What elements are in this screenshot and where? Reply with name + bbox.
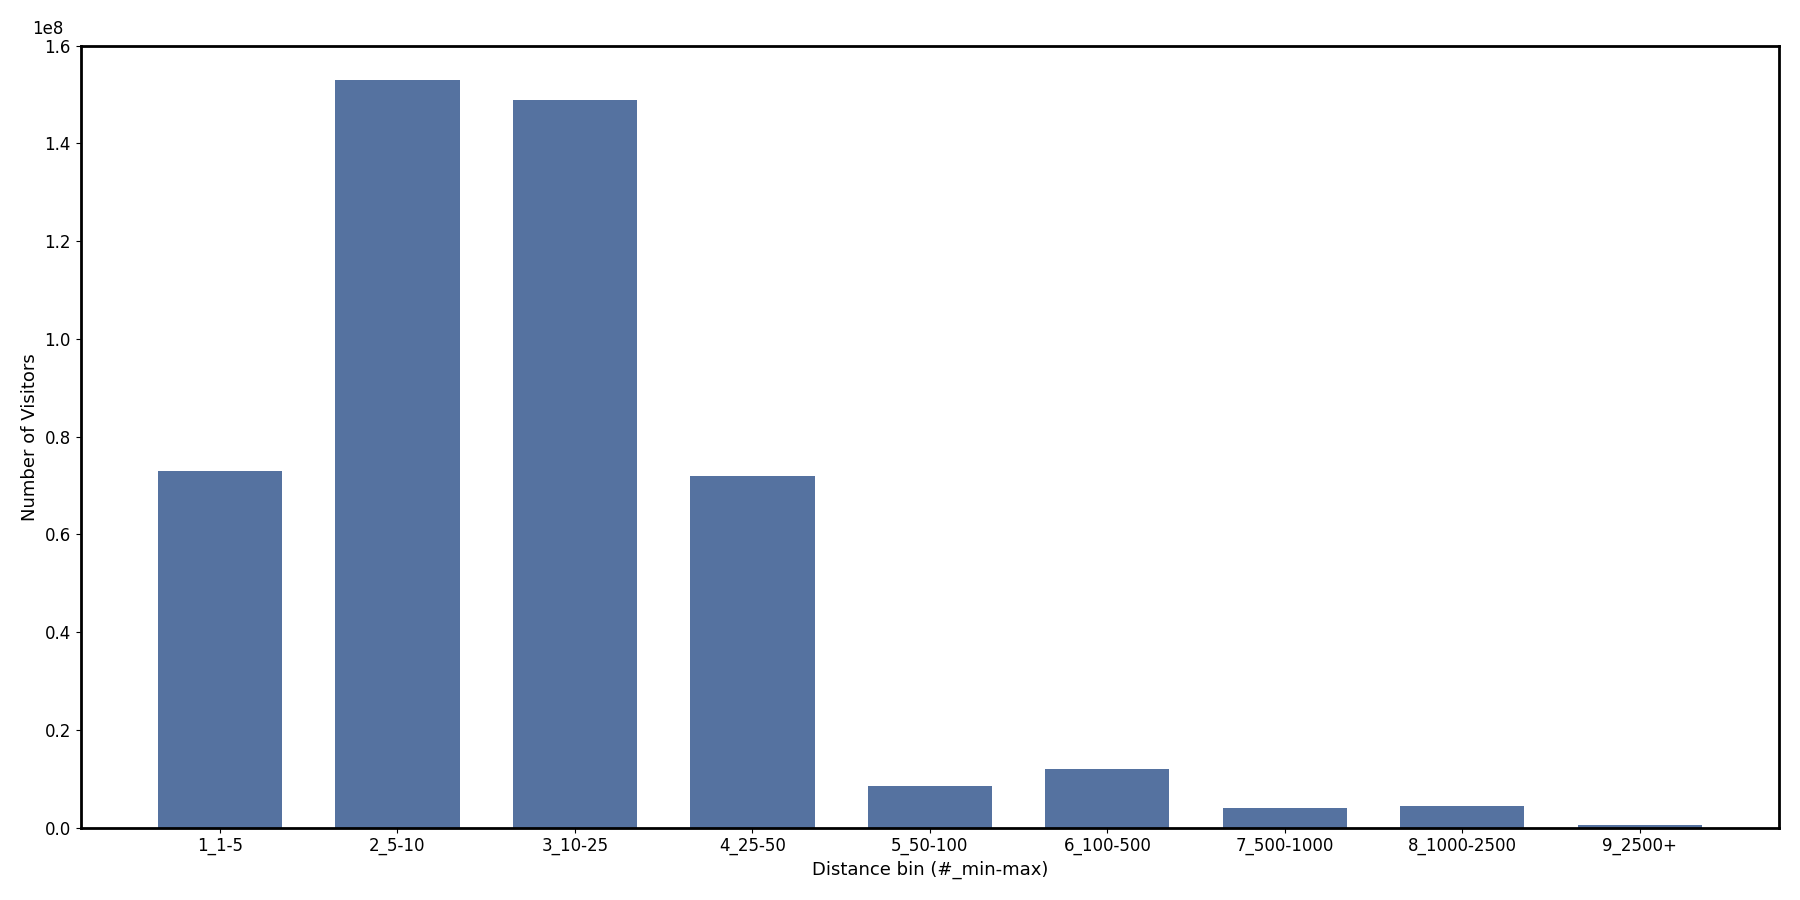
Bar: [1400, 806, 1525, 828]
Bar: [513, 100, 637, 828]
Bar: [1046, 769, 1170, 828]
Bar: [868, 786, 992, 828]
Bar: [1222, 808, 1346, 828]
Bar: [158, 471, 283, 828]
Bar: [689, 476, 815, 828]
X-axis label: Distance bin (#_min-max): Distance bin (#_min-max): [812, 861, 1048, 879]
Y-axis label: Number of Visitors: Number of Visitors: [22, 353, 40, 520]
Bar: [1579, 825, 1703, 828]
Bar: [335, 80, 459, 828]
Text: 1e8: 1e8: [32, 20, 63, 38]
